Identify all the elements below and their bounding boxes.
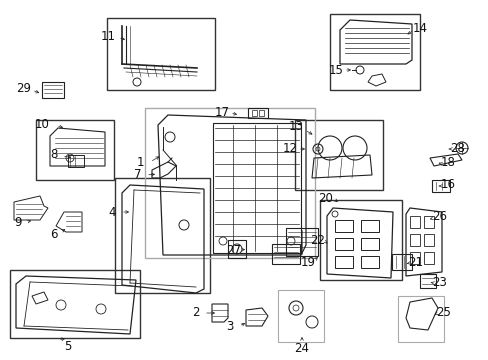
Bar — [409, 234, 419, 246]
Text: 29: 29 — [17, 81, 31, 94]
Text: 9: 9 — [14, 216, 21, 229]
Bar — [251, 110, 257, 116]
Text: 22: 22 — [310, 234, 325, 247]
Text: 13: 13 — [288, 121, 303, 134]
Text: 18: 18 — [440, 157, 454, 170]
Text: 24: 24 — [294, 342, 309, 355]
Text: 26: 26 — [431, 210, 447, 222]
Text: 12: 12 — [282, 141, 297, 154]
Bar — [285, 228, 317, 256]
Text: 8: 8 — [50, 148, 58, 162]
Bar — [36, 120, 114, 180]
Bar — [360, 238, 378, 250]
Bar — [213, 123, 301, 253]
Text: 5: 5 — [64, 339, 72, 352]
Text: 23: 23 — [432, 275, 447, 288]
Bar — [409, 216, 419, 228]
Bar — [271, 244, 299, 264]
Bar — [360, 220, 378, 232]
Bar — [107, 18, 215, 90]
Text: 21: 21 — [407, 256, 423, 269]
Bar — [431, 180, 449, 192]
Text: 1: 1 — [136, 156, 143, 168]
Bar — [423, 234, 433, 246]
Text: 2: 2 — [192, 306, 199, 319]
Text: 27: 27 — [226, 243, 241, 256]
Bar — [247, 108, 267, 118]
Text: 11: 11 — [101, 30, 115, 42]
Text: 10: 10 — [35, 117, 49, 130]
Text: 15: 15 — [328, 63, 343, 77]
Bar — [334, 238, 352, 250]
Bar — [10, 270, 140, 338]
Bar — [397, 296, 443, 342]
Bar — [423, 252, 433, 264]
Text: 6: 6 — [50, 228, 58, 240]
Text: 16: 16 — [440, 179, 454, 192]
Bar — [115, 178, 209, 293]
Bar — [294, 120, 382, 190]
Text: 17: 17 — [214, 105, 229, 118]
Bar — [68, 155, 84, 167]
Bar — [145, 108, 314, 258]
Bar — [409, 252, 419, 264]
Bar — [334, 220, 352, 232]
Bar — [419, 274, 435, 288]
Bar — [278, 290, 324, 342]
Bar — [259, 110, 264, 116]
Text: 25: 25 — [436, 306, 450, 319]
Bar — [334, 256, 352, 268]
Text: 14: 14 — [412, 22, 427, 35]
Bar — [391, 254, 411, 270]
Text: 3: 3 — [226, 320, 233, 333]
Bar — [227, 240, 245, 258]
Bar — [329, 14, 419, 90]
Text: 28: 28 — [449, 141, 465, 154]
Bar — [423, 216, 433, 228]
Bar — [42, 82, 64, 98]
Text: 20: 20 — [318, 192, 333, 204]
Text: 7: 7 — [134, 168, 142, 181]
Bar — [319, 200, 401, 280]
Text: 4: 4 — [108, 206, 116, 219]
Text: 19: 19 — [300, 256, 315, 269]
Bar — [360, 256, 378, 268]
